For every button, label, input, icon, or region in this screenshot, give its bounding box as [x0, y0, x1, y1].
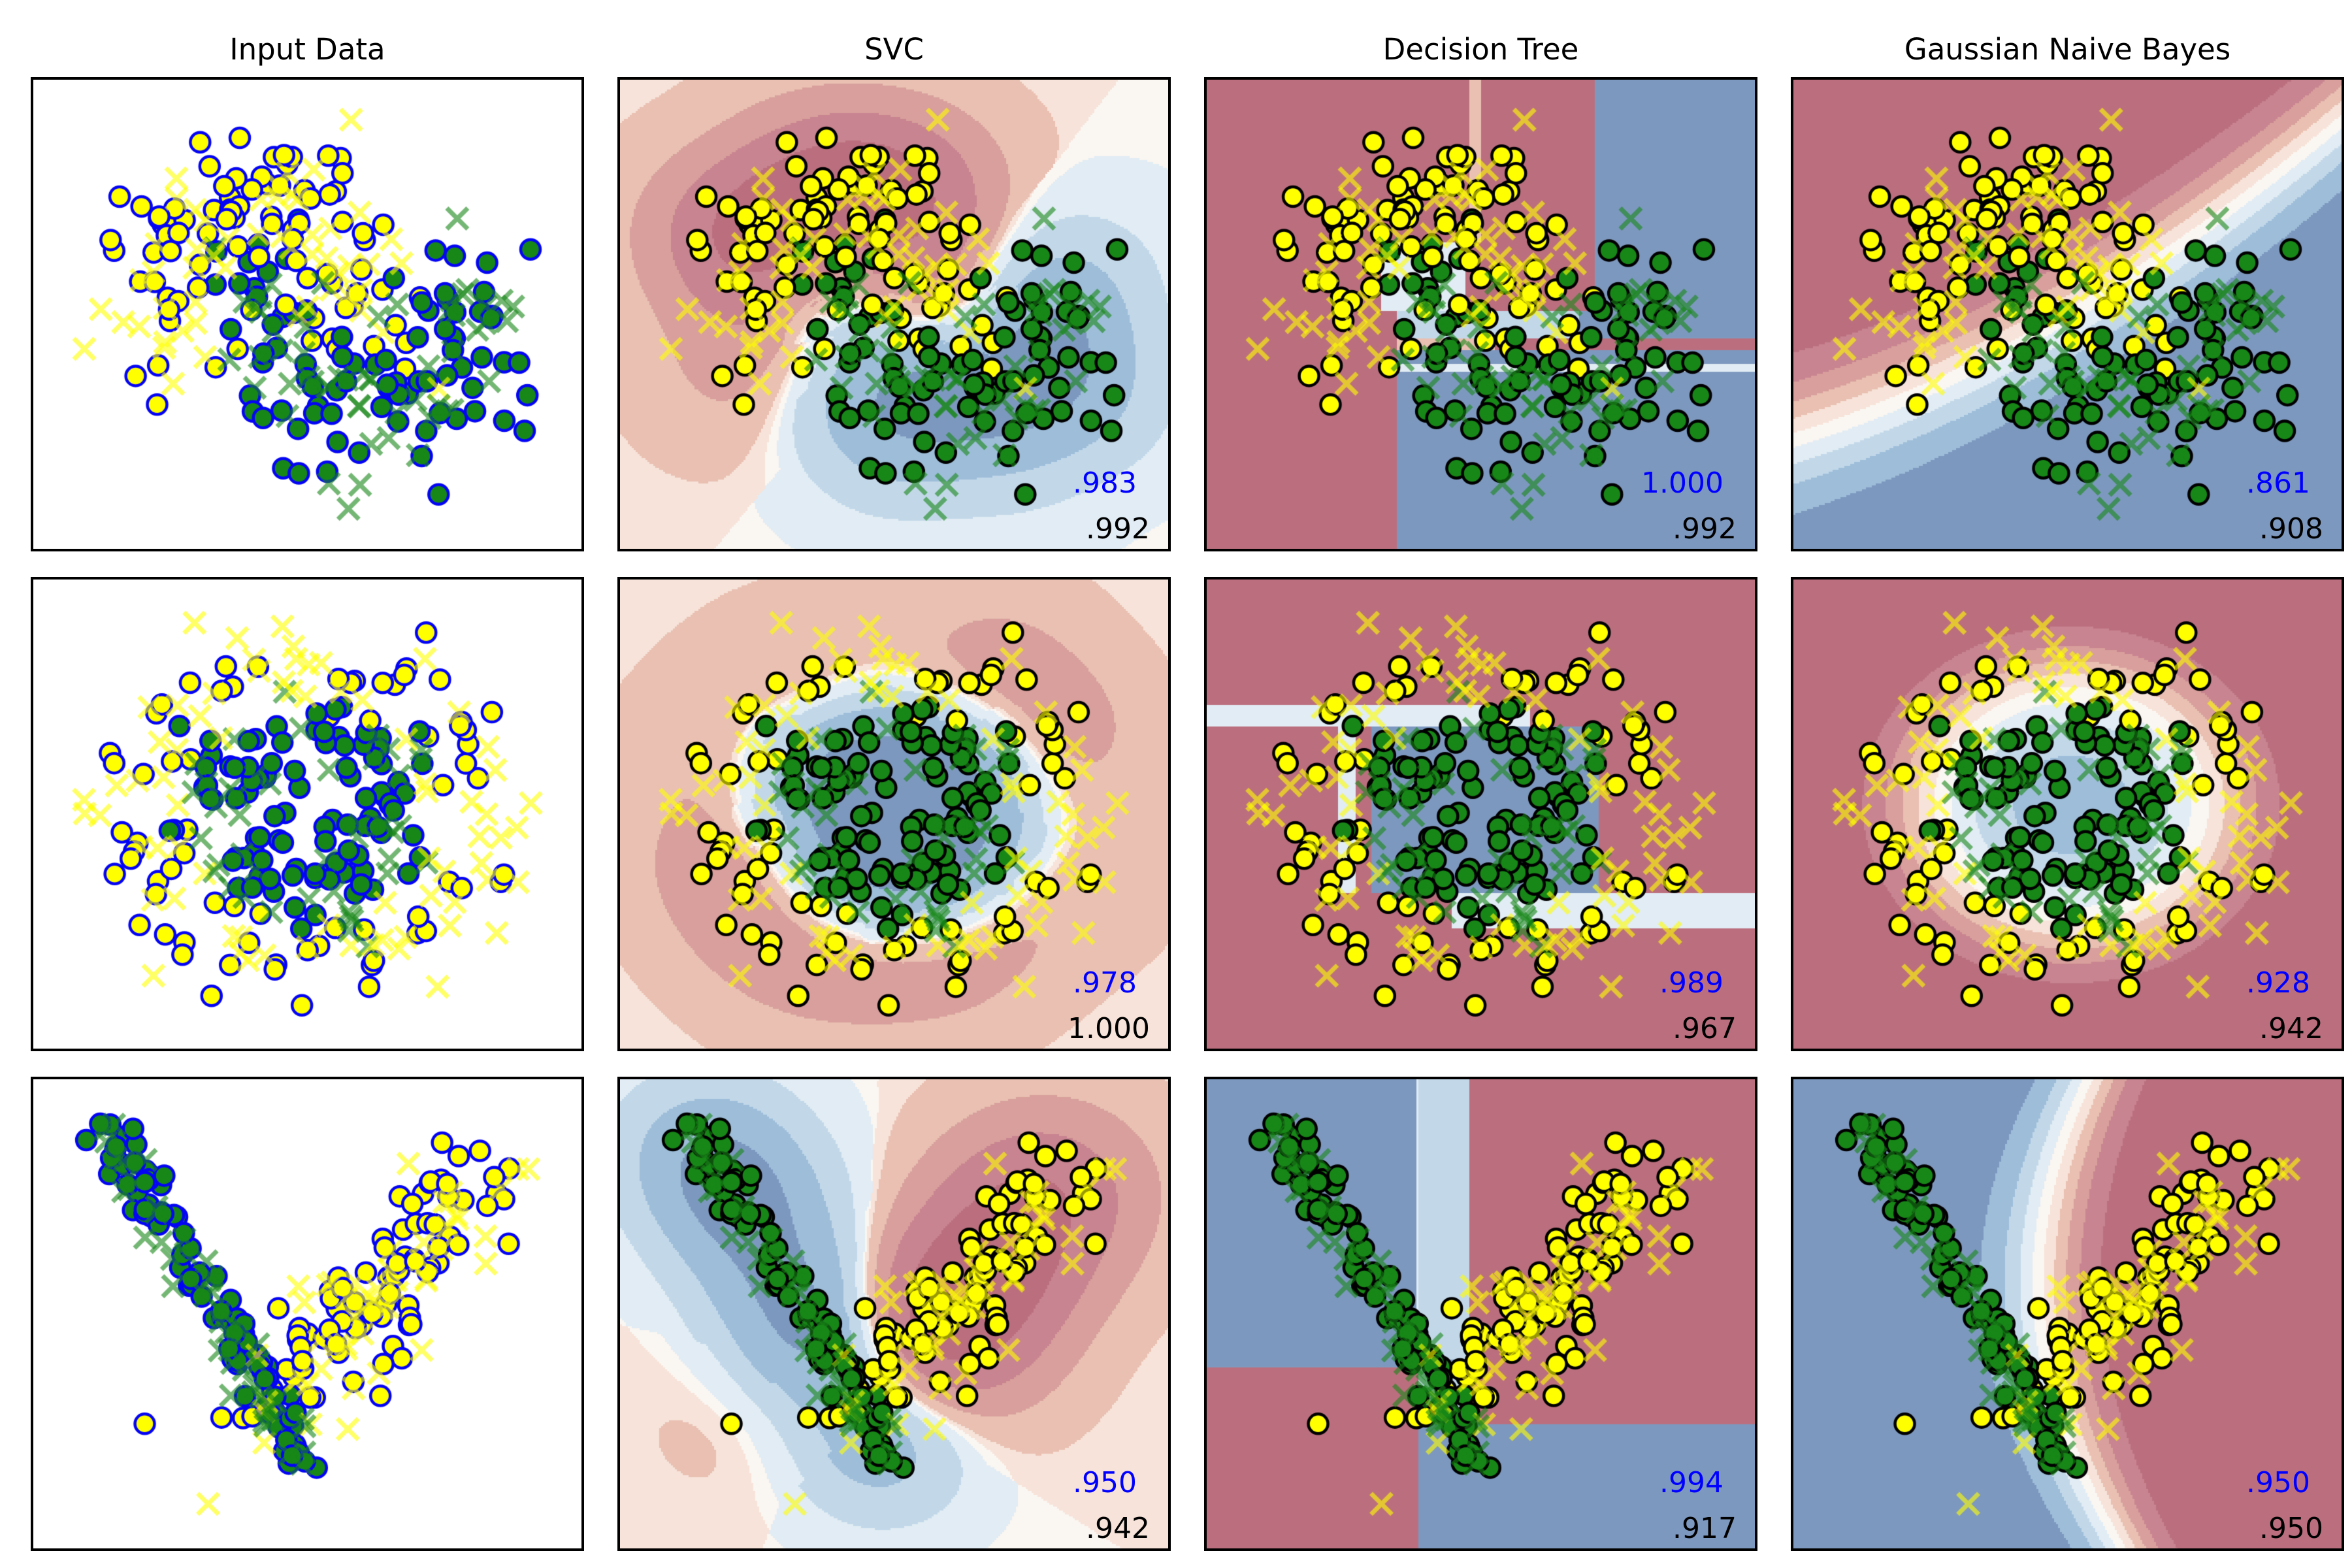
subplot-moons-decision-tree: 1.000 .992 — [1204, 77, 1757, 551]
score-top: 1.000 — [1641, 466, 1723, 500]
canvas-circles-gnb — [1793, 580, 2342, 1049]
canvas-moons-decision-tree — [1207, 80, 1755, 549]
subplot-linear-svc: .950 .942 — [617, 1077, 1171, 1551]
canvas-moons-gnb — [1793, 80, 2342, 549]
score-bottom: .967 — [1673, 1012, 1737, 1045]
column-title-input-data: Input Data — [229, 32, 385, 67]
score-top: .950 — [2246, 1466, 2310, 1499]
score-top: .950 — [1073, 1466, 1137, 1499]
subplot-moons-input — [31, 77, 584, 551]
score-top: .978 — [1073, 966, 1137, 1000]
score-bottom: .942 — [1086, 1512, 1150, 1545]
score-bottom: .950 — [2259, 1512, 2323, 1545]
subplot-circles-input — [31, 577, 584, 1051]
score-top: .928 — [2246, 966, 2310, 1000]
subplot-moons-svc: .983 .992 — [617, 77, 1171, 551]
subplot-circles-decision-tree: .989 .967 — [1204, 577, 1757, 1051]
canvas-circles-input — [33, 580, 581, 1049]
score-top: .989 — [1659, 966, 1723, 1000]
score-top: .983 — [1073, 466, 1137, 500]
column-title-decision-tree: Decision Tree — [1382, 32, 1579, 67]
subplot-linear-gnb: .950 .950 — [1791, 1077, 2344, 1551]
score-bottom: 1.000 — [1068, 1012, 1150, 1045]
score-bottom: .908 — [2259, 512, 2323, 546]
canvas-circles-decision-tree — [1207, 580, 1755, 1049]
canvas-linear-gnb — [1793, 1079, 2342, 1548]
score-bottom: .992 — [1673, 512, 1737, 546]
subplot-moons-gnb: .861 .908 — [1791, 77, 2344, 551]
subplot-linear-input — [31, 1077, 584, 1551]
column-title-gaussian-naive-bayes: Gaussian Naive Bayes — [1904, 32, 2231, 67]
canvas-moons-input — [33, 80, 581, 549]
score-bottom: .992 — [1086, 512, 1150, 546]
column-title-svc: SVC — [864, 32, 924, 67]
score-bottom: .942 — [2259, 1012, 2323, 1045]
canvas-moons-svc — [620, 80, 1168, 549]
subplot-linear-decision-tree: .994 .917 — [1204, 1077, 1757, 1551]
canvas-linear-input — [33, 1079, 581, 1548]
subplot-circles-svc: .978 1.000 — [617, 577, 1171, 1051]
subplot-circles-gnb: .928 .942 — [1791, 577, 2344, 1051]
canvas-linear-svc — [620, 1079, 1168, 1548]
canvas-linear-decision-tree — [1207, 1079, 1755, 1548]
score-bottom: .917 — [1673, 1512, 1737, 1545]
score-top: .861 — [2246, 466, 2310, 500]
score-top: .994 — [1659, 1466, 1723, 1499]
canvas-circles-svc — [620, 580, 1168, 1049]
